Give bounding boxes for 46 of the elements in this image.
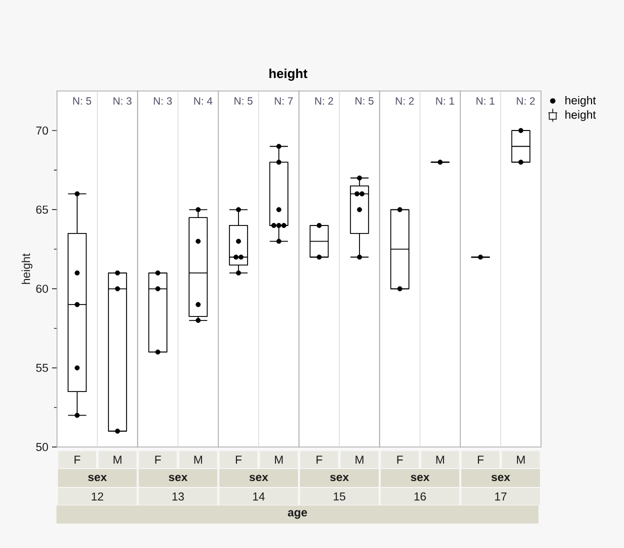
x-tick-label: M [274,456,283,464]
y-tick-label: 55 [36,364,48,372]
x-tick-label: M [436,456,444,464]
x-tick-label: F [478,456,484,464]
x-tick-label: M [516,456,525,464]
text: 15 [334,492,346,500]
text: 16 [414,492,426,501]
text: 13 [172,492,184,501]
annotation: N: 2 [396,97,414,105]
x-tick-label: F [397,456,403,464]
x-axis-title: sex [88,474,107,482]
y-tick-label: 50 [36,442,48,452]
x-tick-label: F [74,456,80,464]
text: 12 [92,492,104,500]
text: 14 [253,492,265,500]
legend-label: height [565,96,596,107]
annotation: N: 5 [73,97,92,105]
x-axis-title: sex [249,474,268,482]
annotation: N: 5 [356,97,374,105]
x-tick-label: F [316,456,322,464]
text: age [288,510,307,519]
x-axis-title: sex [168,474,188,482]
annotation: N: 1 [476,97,494,105]
x-tick-label: M [194,456,202,464]
annotation: N: 2 [516,97,535,105]
x-tick-label: F [155,456,161,464]
x-axis-title: sex [491,474,510,482]
x-tick-label: M [356,456,364,464]
y-axis-title: height [22,253,32,284]
x-tick-label: M [114,456,122,464]
annotation: N: 5 [234,97,253,105]
y-tick-label: 60 [36,284,48,293]
x-axis-title: sex [330,474,349,482]
text: 17 [495,492,506,500]
x-axis-title: sex [410,474,430,482]
annotation: N: 1 [436,97,454,105]
annotation: N: 3 [114,97,132,105]
legend-label: height [565,110,596,122]
annotation: N: 4 [194,97,212,105]
annotation: N: 7 [274,97,293,105]
annotation: N: 2 [315,97,334,105]
chart-title: height [269,68,308,81]
annotation: N: 3 [154,97,172,105]
y-tick-label: 70 [36,126,48,135]
y-tick-label: 65 [36,206,48,214]
x-tick-label: F [236,456,242,464]
